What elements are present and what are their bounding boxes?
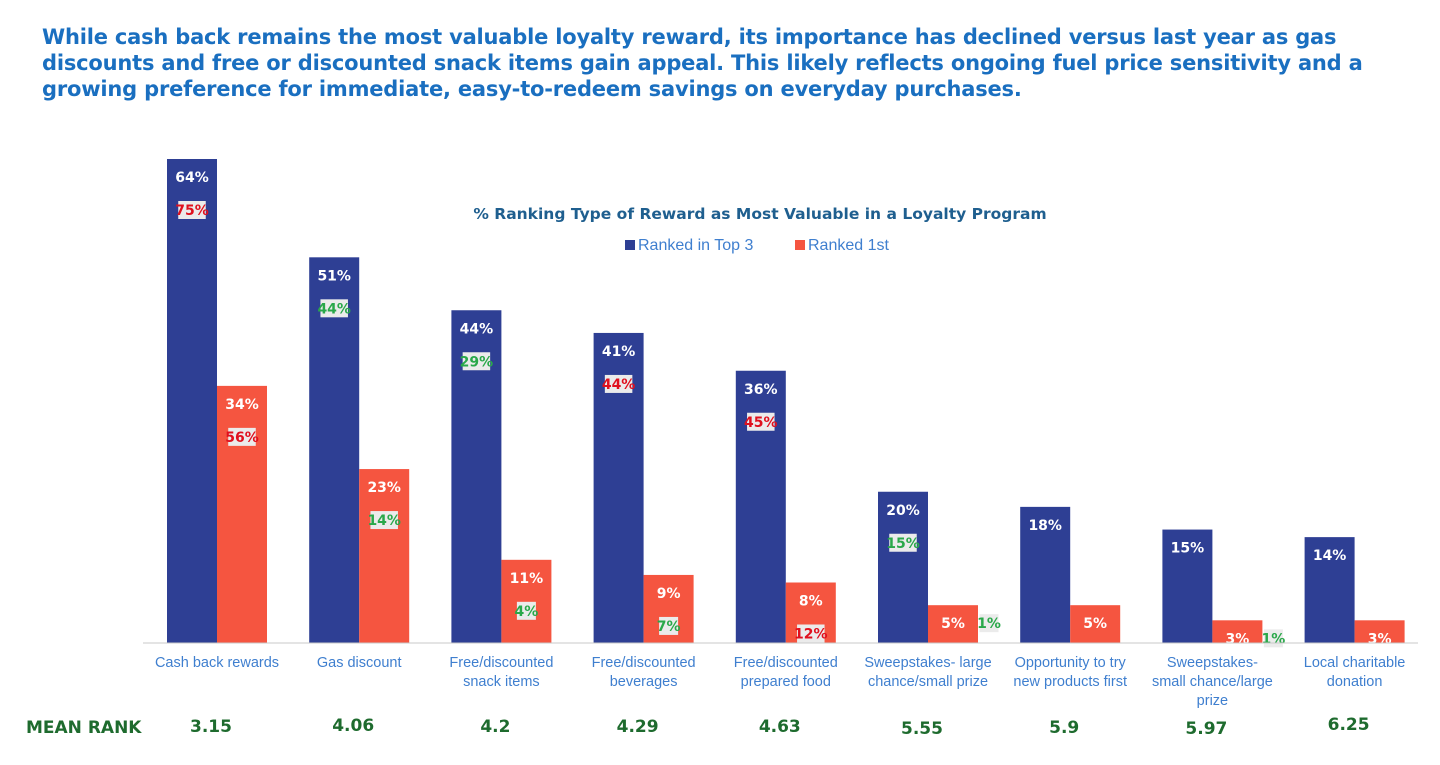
mean-rank-label: MEAN RANK [26, 718, 142, 738]
bar-top3-0 [167, 159, 217, 643]
mean-rank-value-8: 6.25 [1328, 715, 1370, 735]
comparison-label-first-7: 1% [1262, 631, 1286, 647]
category-label-5-1: chance/small prize [868, 674, 988, 690]
comparison-bg-top3-4 [747, 412, 775, 431]
data-label-top3-6: 18% [1028, 518, 1062, 534]
data-label-first-3: 9% [657, 586, 681, 602]
comparison-bg-first-4 [797, 624, 825, 643]
bar-top3-1 [309, 257, 360, 643]
chart-title: % Ranking Type of Reward as Most Valuabl… [473, 205, 1046, 223]
bar-top3-5 [878, 491, 928, 643]
comparison-label-top3-1: 44% [317, 301, 351, 317]
comparison-bg-top3-3 [604, 374, 633, 393]
comparison-bg-first-0 [228, 427, 256, 446]
data-label-first-5: 5% [941, 616, 965, 632]
category-label-1-0: Gas discount [317, 655, 402, 671]
legend-label-first: Ranked 1st [808, 237, 889, 254]
bar-top3-8 [1304, 537, 1355, 643]
category-label-2-0: Free/discounted [449, 655, 553, 671]
mean-rank-value-6: 5.9 [1049, 718, 1079, 738]
comparison-bg-top3-2 [462, 352, 491, 371]
mean-rank-row: MEAN RANK 3.15 4.06 4.2 4.29 4.63 5.55 5.9 5.97… [26, 715, 1370, 739]
category-label-2-1: snack items [463, 674, 540, 690]
comparison-bg-top3-1 [320, 299, 348, 318]
bar-first-7 [1212, 620, 1263, 643]
bar-top3-6 [1020, 506, 1071, 643]
data-label-first-1: 23% [367, 480, 401, 496]
data-label-top3-8: 14% [1313, 548, 1347, 564]
comparison-label-top3-0: 75% [175, 203, 209, 219]
comparison-label-top3-2: 29% [460, 354, 494, 370]
comparison-label-first-2: 4% [515, 604, 539, 620]
category-label-8-0: Local charitable [1304, 655, 1406, 671]
data-label-first-4: 8% [799, 594, 823, 610]
category-label-6-1: new products first [1013, 674, 1127, 690]
category-label-4-0: Free/discounted [734, 655, 838, 671]
data-label-first-6: 5% [1083, 616, 1107, 632]
comparison-label-first-1: 14% [367, 513, 401, 529]
headline: While cash back remains the most valuabl… [42, 25, 1363, 101]
bar-first-6 [1070, 605, 1121, 643]
category-label-7-2: prize [1197, 693, 1228, 709]
mean-rank-value-3: 4.29 [617, 717, 659, 737]
comparison-bg-top3-5 [889, 533, 917, 552]
mean-rank-value-4: 4.63 [759, 717, 801, 737]
comparison-label-first-4: 12% [794, 627, 828, 643]
legend-label-top3: Ranked in Top 3 [638, 237, 753, 254]
bar-first-8 [1354, 620, 1405, 643]
data-label-top3-1: 51% [317, 268, 351, 284]
mean-rank-value-7: 5.97 [1185, 719, 1227, 739]
category-labels: Cash back rewards Gas discount Free/discou… [155, 655, 1405, 709]
comparison-bg-top3-0 [178, 201, 206, 219]
category-label-0-0: Cash back rewards [155, 655, 279, 671]
legend: Ranked in Top 3 Ranked 1st [625, 237, 889, 254]
bars: 64% 75% 51% 44% 44% 29% 41% 44% 36% 45% 20% 15% 18% 1… [167, 159, 1405, 648]
category-label-6-0: Opportunity to try [1015, 655, 1127, 671]
bar-top3-4 [735, 370, 786, 643]
comparison-label-top3-5: 15% [886, 536, 920, 552]
mean-rank-value-5: 5.55 [901, 719, 943, 739]
comparison-bg-first-5 [979, 614, 999, 633]
comparison-label-top3-4: 45% [744, 415, 778, 431]
data-label-first-8: 3% [1368, 631, 1392, 647]
data-label-top3-0: 64% [175, 170, 209, 186]
category-label-3-0: Free/discounted [592, 655, 696, 671]
comparison-label-first-0: 56% [225, 430, 259, 446]
mean-rank-value-0: 3.15 [190, 717, 232, 737]
data-label-top3-2: 44% [460, 321, 494, 337]
category-label-7-1: small chance/large [1152, 674, 1273, 690]
comparison-label-first-5: 1% [977, 616, 1001, 632]
category-label-7-0: Sweepstakes- [1167, 655, 1258, 671]
category-label-3-1: beverages [610, 674, 678, 690]
comparison-label-first-3: 7% [657, 619, 681, 635]
comparison-bg-first-1 [370, 511, 398, 530]
data-label-first-2: 11% [510, 571, 544, 587]
data-label-top3-7: 15% [1171, 541, 1205, 557]
mean-rank-value-2: 4.2 [480, 717, 510, 737]
category-label-5-0: Sweepstakes- large [864, 655, 991, 671]
bar-first-5 [928, 605, 978, 643]
comparison-bg-first-2 [516, 601, 536, 620]
category-label-4-1: prepared food [741, 674, 831, 690]
mean-rank-value-1: 4.06 [332, 716, 374, 736]
category-label-8-1: donation [1327, 674, 1383, 690]
data-label-first-7: 3% [1226, 631, 1250, 647]
bar-first-0 [217, 385, 267, 643]
data-label-top3-5: 20% [886, 503, 920, 519]
bar-top3-7 [1162, 529, 1213, 643]
data-label-top3-3: 41% [602, 344, 636, 360]
data-label-first-0: 34% [225, 397, 259, 413]
data-label-top3-4: 36% [744, 382, 778, 398]
bar-first-1 [359, 469, 410, 643]
bar-first-2 [501, 559, 552, 643]
legend-swatch-top3 [625, 240, 635, 250]
comparison-label-top3-3: 44% [602, 377, 636, 393]
legend-swatch-first [795, 240, 805, 250]
comparison-bg-first-3 [659, 616, 679, 635]
